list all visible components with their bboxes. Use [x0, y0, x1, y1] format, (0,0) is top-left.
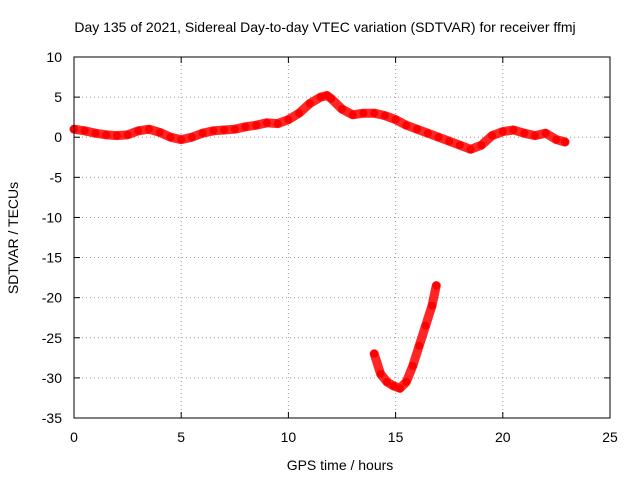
- series-0-point: [209, 126, 218, 135]
- series-0-point: [112, 131, 121, 140]
- series-0-point: [295, 109, 304, 118]
- series-1-point: [402, 377, 411, 386]
- series-1-point: [415, 341, 424, 350]
- series-1-point: [395, 384, 404, 393]
- x-tick-label: 15: [388, 429, 404, 445]
- y-axis-label: SDTVAR / TECUs: [5, 182, 21, 294]
- x-tick-label: 20: [495, 429, 511, 445]
- y-tick-label: -30: [42, 370, 62, 386]
- series-0-point: [402, 121, 411, 130]
- series-0-point: [91, 129, 100, 138]
- series-1-point: [370, 349, 379, 358]
- series-1-point: [432, 281, 441, 290]
- series-0-point: [488, 131, 497, 140]
- series-0-point: [263, 118, 271, 127]
- x-tick-label: 10: [281, 429, 297, 445]
- series-1-point: [376, 369, 385, 378]
- y-tick-label: 0: [54, 129, 62, 145]
- x-axis-label: GPS time / hours: [287, 457, 394, 473]
- axis-ticks: 0 5 10 15 20 25: [70, 56, 618, 445]
- series-0-point: [134, 126, 143, 135]
- series-0-point: [359, 109, 368, 118]
- y-tick-label: -15: [42, 250, 62, 266]
- series-0-point: [284, 115, 293, 124]
- series-0-point: [520, 129, 529, 138]
- series-0-point: [327, 94, 336, 103]
- series-1-point: [408, 361, 417, 370]
- series-0-point: [561, 138, 569, 146]
- series-0-point: [509, 126, 518, 134]
- series-0-point: [102, 130, 111, 139]
- series-0-point: [391, 115, 400, 124]
- y-tick-label: -35: [42, 410, 62, 426]
- y-tick-label: -25: [42, 330, 62, 346]
- series-0-point: [466, 145, 475, 154]
- series-0-point: [80, 126, 89, 135]
- series-0-point: [541, 129, 550, 138]
- x-tick-label: 5: [177, 429, 185, 445]
- series-0-point: [230, 125, 239, 134]
- series-0-point: [455, 141, 464, 150]
- series-0-point: [434, 133, 443, 142]
- plot-frame: [73, 56, 611, 419]
- chart-title: Day 135 of 2021, Sidereal Day-to-day VTE…: [74, 19, 575, 35]
- series-0-point: [252, 121, 261, 130]
- series-1-point: [421, 321, 430, 330]
- series-0-point: [316, 93, 325, 102]
- series-0-point: [273, 119, 282, 128]
- series-0-point: [370, 109, 379, 118]
- series-0-point: [177, 135, 186, 144]
- x-tick-label: 0: [70, 429, 78, 445]
- series-0-point: [241, 122, 250, 131]
- series-0-point: [145, 125, 153, 134]
- series-0-point: [531, 131, 539, 140]
- series-0-point: [423, 129, 432, 138]
- y-tick-label: -10: [42, 209, 62, 225]
- series-0-point: [477, 141, 486, 150]
- series-0-point: [187, 133, 196, 142]
- series-0-point: [155, 128, 164, 137]
- series-0-point: [498, 127, 507, 136]
- series-0-point: [166, 133, 175, 142]
- series-1-point: [428, 301, 436, 310]
- x-tick-label: 25: [602, 429, 618, 445]
- series-0-point: [123, 130, 132, 139]
- series-1-point: [389, 381, 398, 390]
- series-0-point: [338, 105, 346, 114]
- series-0-point: [305, 99, 314, 108]
- y-tick-label: -5: [50, 169, 63, 185]
- series-0-point: [552, 135, 561, 144]
- series-1-point: [383, 377, 391, 386]
- series-0-point: [380, 111, 389, 120]
- series-0-point: [445, 137, 454, 146]
- data-series: [69, 91, 570, 393]
- y-tick-label: 5: [54, 89, 62, 105]
- series-0-point: [348, 110, 357, 119]
- series-0-point: [220, 126, 229, 134]
- series-0-point: [198, 129, 207, 138]
- series-0-point: [413, 125, 421, 134]
- y-tick-label: 10: [46, 49, 62, 65]
- y-tick-label: -20: [42, 290, 62, 306]
